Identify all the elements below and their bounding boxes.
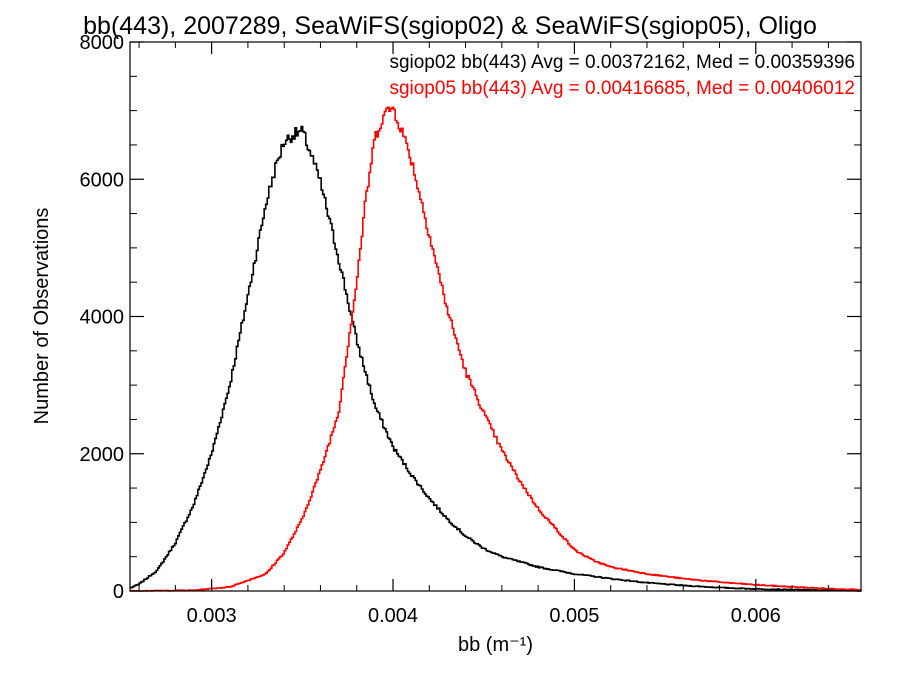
annotation-sgiop05-stats: sgiop05 bb(443) Avg = 0.00416685, Med = … — [389, 78, 855, 99]
y-tick-label: 6000 — [80, 169, 125, 191]
y-tick-label: 4000 — [80, 307, 125, 329]
series-line-0 — [130, 125, 862, 592]
x-tick-label: 0.003 — [187, 605, 237, 627]
plot-frame — [129, 41, 862, 592]
y-tick-label: 0 — [113, 581, 124, 603]
y-axis-label: Number of Observations — [31, 208, 53, 425]
x-tick-label: 0.005 — [549, 605, 599, 627]
plot-area — [130, 106, 862, 592]
y-tick-label: 8000 — [80, 32, 125, 54]
chart-title: bb(443), 2007289, SeaWiFS(sgiop02) & Sea… — [83, 12, 817, 40]
axis-ticks: 0.003 0.004 0.005 0.006 0 2000 4000 6000 8000 — [80, 32, 861, 627]
series-line-1 — [130, 106, 862, 592]
x-axis-label: bb (m⁻¹) — [458, 634, 533, 656]
y-tick-label: 2000 — [80, 444, 125, 466]
x-tick-label: 0.006 — [731, 605, 781, 627]
annotation-sgiop02-stats: sgiop02 bb(443) Avg = 0.00372162, Med = … — [389, 52, 855, 73]
x-tick-label: 0.004 — [368, 605, 418, 627]
